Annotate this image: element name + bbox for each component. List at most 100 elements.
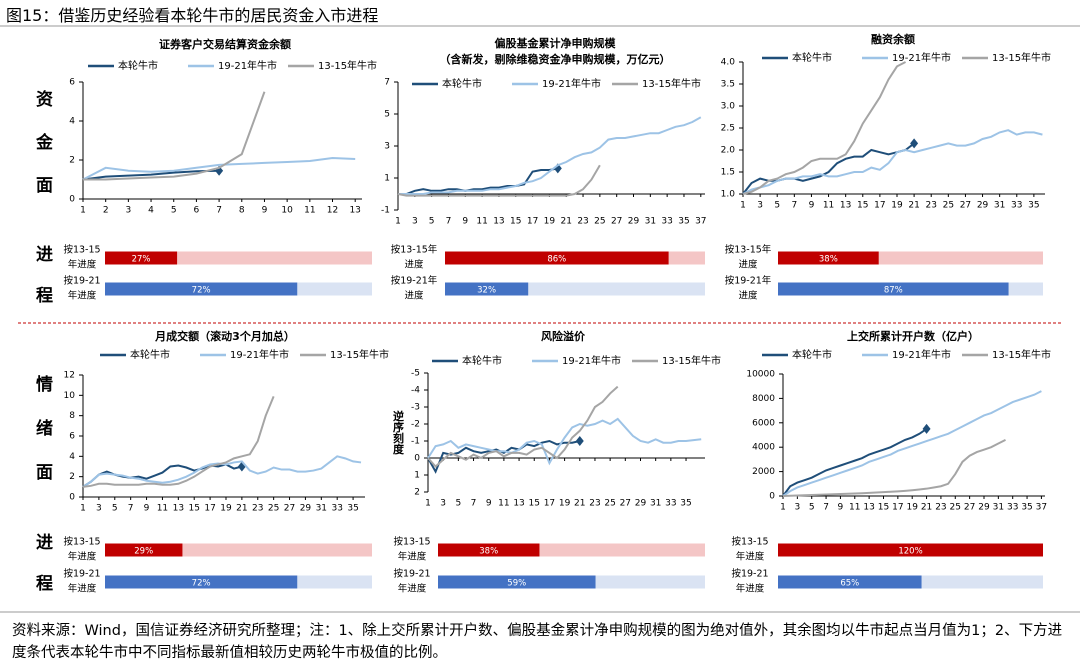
- y-tick-label: 5: [384, 110, 390, 120]
- x-tick-label: 7: [128, 504, 134, 514]
- x-tick-label: 33: [1011, 201, 1022, 211]
- y-tick-label: -4: [411, 386, 420, 396]
- x-tick-label: 15: [510, 217, 521, 227]
- progress-bar: [105, 251, 178, 265]
- x-tick-label: 27: [284, 504, 295, 514]
- x-tick-label: 1: [80, 206, 86, 216]
- progress-label: 年进度: [68, 551, 97, 563]
- legend-label: 13-15年牛市: [992, 348, 1051, 361]
- series-line: [82, 157, 356, 181]
- progress-bar: [105, 575, 298, 589]
- x-tick-label: 29: [635, 499, 647, 509]
- progress-bar: [445, 282, 529, 296]
- progress-label: 按19-21: [393, 568, 430, 580]
- series-line: [742, 129, 1043, 195]
- series-line: [83, 91, 266, 181]
- legend-label: 19-21年牛市: [562, 354, 621, 367]
- legend-label: 本轮牛市: [130, 348, 170, 361]
- y-tick-label: 0: [69, 195, 75, 205]
- x-tick-label: 29: [300, 504, 312, 514]
- y-tick-label: 10: [64, 391, 76, 401]
- progress-label: 进度: [738, 290, 758, 302]
- x-tick-label: 25: [594, 217, 605, 227]
- x-tick-label: 17: [204, 504, 215, 514]
- x-tick-label: 11: [823, 201, 834, 211]
- chart-title: 上交所累计开户数（亿户）: [847, 329, 979, 343]
- x-tick-label: 35: [347, 504, 358, 514]
- x-tick-label: 13: [513, 499, 524, 509]
- progress-label: 按13-15: [63, 536, 100, 548]
- x-tick-label: 21: [560, 217, 571, 227]
- x-tick-label: 10: [281, 206, 293, 216]
- x-tick-label: 4: [148, 206, 154, 216]
- x-tick-label: 11: [304, 206, 315, 216]
- y-tick-label: 0: [414, 454, 420, 464]
- x-tick-label: 35: [678, 217, 689, 227]
- y-tick-label: 1.5: [721, 168, 735, 178]
- x-tick-label: 3: [96, 504, 102, 514]
- progress-bar: [778, 575, 922, 589]
- end-marker: [237, 461, 246, 472]
- chart-subtitle: （含新发，剔除维稳资金净申购规模，万亿元）: [440, 52, 671, 66]
- series-line: [782, 438, 1006, 497]
- x-tick-label: 13: [493, 217, 504, 227]
- progress-label: 按19-21年: [391, 275, 438, 287]
- progress-label: 年进度: [398, 583, 427, 595]
- x-tick-label: 31: [650, 499, 661, 509]
- x-tick-label: 13: [173, 504, 184, 514]
- x-tick-label: 9: [262, 206, 268, 216]
- x-tick-label: 29: [977, 201, 989, 211]
- x-tick-label: 1: [740, 201, 746, 211]
- end-marker: [910, 138, 919, 149]
- x-tick-label: 37: [695, 217, 706, 227]
- series-line: [782, 428, 928, 497]
- x-tick-label: 27: [960, 201, 971, 211]
- y-tick-label: 1: [414, 471, 420, 481]
- y-tick-label: 1.0: [721, 190, 736, 200]
- chart-title: 偏股基金累计净申购规模: [495, 36, 617, 50]
- x-tick-label: 9: [144, 504, 150, 514]
- progress-label: 按13-15: [393, 536, 430, 548]
- y-tick-label: 8000: [752, 394, 775, 404]
- y-tick-label: 6000: [752, 418, 775, 428]
- x-tick-label: 31: [316, 504, 327, 514]
- progress-bar: [778, 251, 879, 265]
- y-tick-label: 2.5: [721, 124, 735, 134]
- chart-title: 证券客户交易结算资金余额: [159, 37, 291, 51]
- x-tick-label: 3: [412, 217, 418, 227]
- x-tick-label: 9: [486, 499, 492, 509]
- x-tick-label: 31: [645, 217, 656, 227]
- y-tick-label: 4000: [752, 443, 775, 453]
- x-tick-label: 21: [908, 201, 919, 211]
- chart-title: 融资余额: [871, 32, 915, 46]
- legend-label: 本轮牛市: [792, 348, 832, 361]
- y-tick-label: 2.0: [721, 146, 736, 156]
- legend-label: 19-21年牛市: [230, 348, 289, 361]
- x-tick-label: 1: [395, 217, 401, 227]
- x-tick-label: 19: [906, 503, 918, 513]
- progress-bar: [105, 543, 183, 557]
- x-tick-label: 3: [440, 499, 446, 509]
- progress-label: 按13-15年: [391, 244, 438, 256]
- progress-bar: [438, 575, 596, 589]
- progress-bar: [105, 282, 298, 296]
- x-tick-label: 3: [757, 201, 763, 211]
- legend-label: 本轮牛市: [442, 77, 482, 90]
- x-tick-label: 15: [529, 499, 540, 509]
- y-tick-label: 2: [69, 472, 75, 482]
- side-label: 情绪面: [32, 375, 52, 507]
- x-tick-label: 21: [921, 503, 932, 513]
- x-tick-label: 3: [794, 503, 800, 513]
- x-tick-label: 27: [611, 217, 622, 227]
- series-line: [427, 385, 619, 468]
- x-tick-label: 1: [780, 503, 786, 513]
- x-tick-label: 8: [239, 206, 245, 216]
- x-tick-label: 33: [661, 217, 672, 227]
- side-label: 进程: [32, 245, 52, 327]
- y-tick-label: 0: [769, 492, 775, 502]
- progress-value: 38%: [479, 547, 498, 557]
- x-tick-label: 5: [429, 217, 435, 227]
- x-tick-label: 23: [935, 503, 946, 513]
- y-tick-label: -3: [411, 403, 420, 413]
- progress-label: 按13-15: [731, 536, 768, 548]
